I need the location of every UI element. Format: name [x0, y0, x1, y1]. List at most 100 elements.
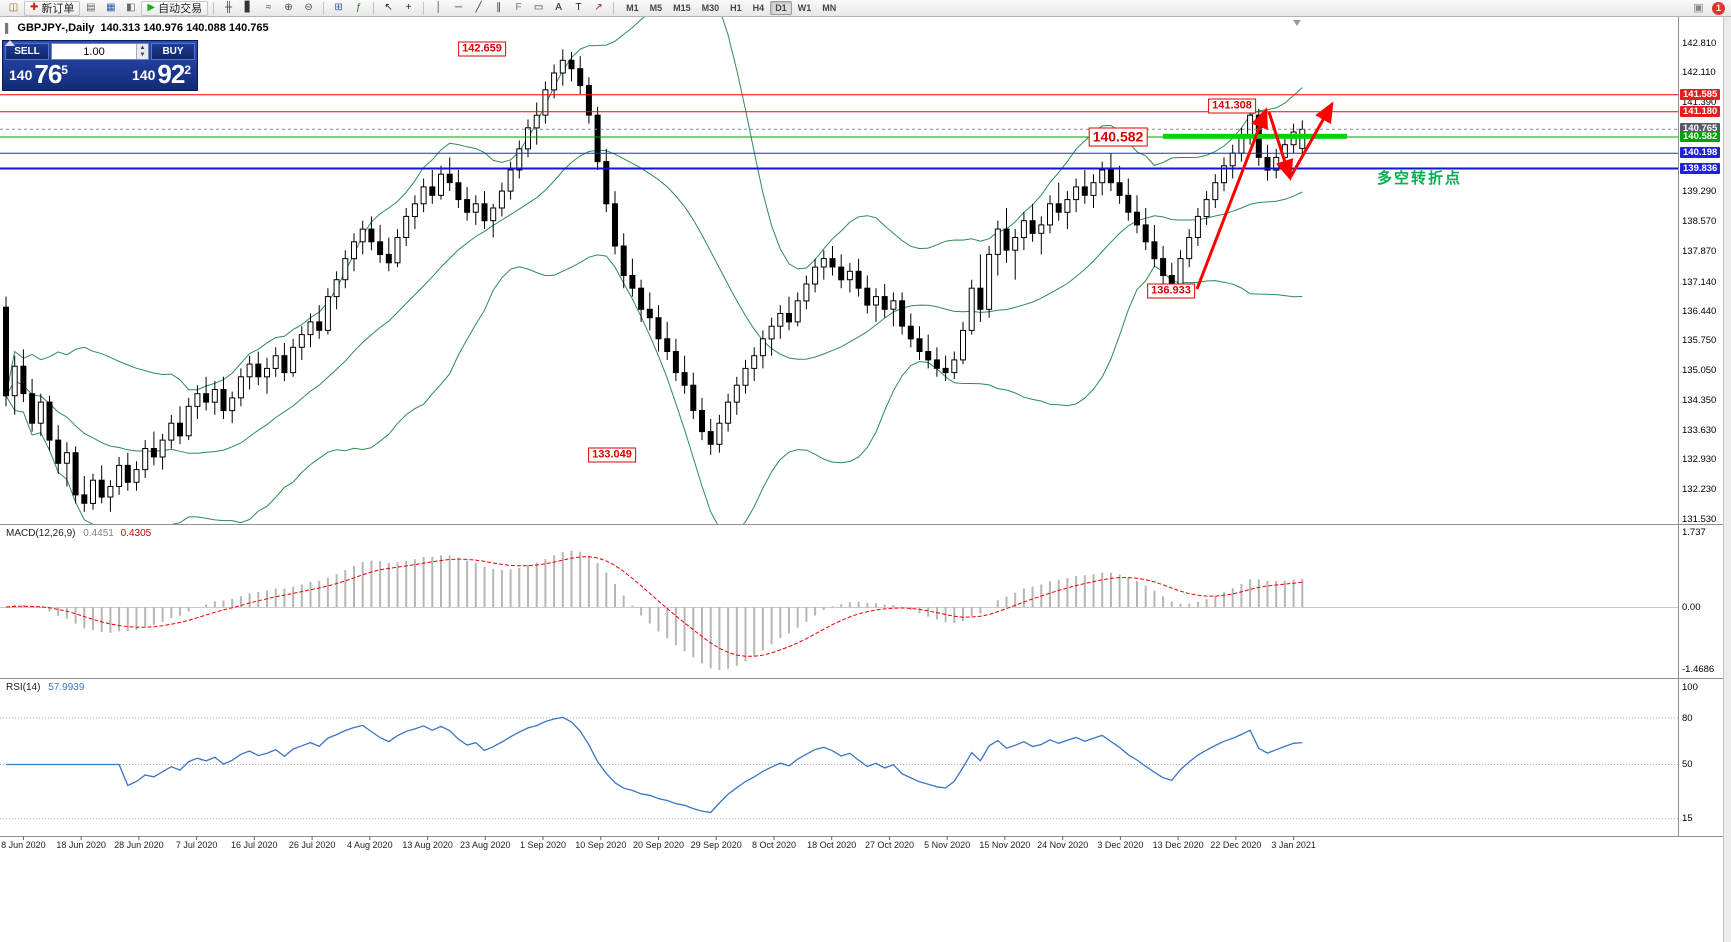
new-chart-icon[interactable]: ◫: [4, 1, 23, 16]
arrows-icon-glyph: ↗: [594, 2, 603, 13]
price-axis-boxed-label: 140.198: [1680, 147, 1721, 159]
volume-stepper[interactable]: ▲ ▼: [51, 43, 149, 60]
trendline-icon[interactable]: ╱: [469, 1, 488, 16]
candle: [707, 431, 714, 445]
timeframe-h1-button[interactable]: H1: [730, 3, 742, 13]
candle: [742, 367, 749, 386]
volume-input[interactable]: [52, 44, 136, 59]
candlestick-icon[interactable]: ▋: [239, 1, 258, 16]
line-chart-icon[interactable]: ≈: [259, 1, 278, 16]
price-axis-label: 136.440: [1682, 306, 1717, 318]
zoom-in-icon[interactable]: ⊕: [279, 1, 298, 16]
channel-icon-glyph: ∥: [496, 2, 502, 13]
candle: [1020, 220, 1027, 239]
price-axis-label: 141.390: [1682, 97, 1717, 109]
navigator-icon[interactable]: ◧: [121, 1, 140, 16]
chart-profiles-icon[interactable]: ▤: [81, 1, 100, 16]
buy-price[interactable]: 140 92 2: [132, 59, 191, 89]
candle: [1203, 199, 1210, 218]
label-icon-glyph: T: [575, 2, 582, 13]
zoom-out-icon-glyph: ⊖: [304, 2, 313, 13]
buy-price-pips: 92: [157, 59, 185, 89]
buy-button[interactable]: BUY: [151, 43, 195, 60]
toolbar-separator: [613, 1, 615, 15]
candle: [507, 169, 514, 192]
new-order-button[interactable]: ✚ 新订单: [24, 0, 81, 16]
notification-badge[interactable]: 1: [1712, 1, 1725, 15]
candle: [1134, 211, 1140, 226]
tile-windows-icon[interactable]: ⊞: [329, 1, 348, 16]
shapes-icon[interactable]: ▭: [529, 1, 548, 16]
label-icon[interactable]: T: [569, 1, 588, 16]
price-axis-label: 139.290: [1682, 186, 1717, 197]
timeframe-m5-button[interactable]: M5: [649, 3, 663, 13]
market-watch-icon[interactable]: ▦: [101, 1, 120, 16]
candle: [351, 241, 357, 260]
candle: [977, 287, 984, 310]
auto-trading-button[interactable]: ▶ 自动交易: [141, 0, 209, 16]
timeframe-m1-button[interactable]: M1: [626, 3, 639, 13]
candle: [525, 127, 531, 150]
candle: [229, 397, 236, 412]
channel-icon[interactable]: ∥: [489, 1, 508, 16]
macd-main-value: 0.4451: [83, 528, 114, 539]
candle: [612, 203, 618, 247]
candle: [133, 469, 140, 483]
candle: [281, 355, 288, 374]
candles-layer: [3, 49, 1306, 512]
indicators-icon[interactable]: ƒ: [349, 1, 368, 16]
candle: [1264, 156, 1271, 171]
rsi-indicator-label: RSI(14) 57.9939: [6, 682, 84, 693]
macd-signal-line: [5, 556, 1303, 657]
zoom-out-icon[interactable]: ⊖: [299, 1, 318, 16]
timeframe-w1-button[interactable]: W1: [797, 3, 812, 13]
candle: [438, 173, 444, 196]
timeframe-mn-button[interactable]: MN: [822, 3, 837, 13]
price-axis-label: 131.530: [1682, 513, 1717, 525]
candle: [516, 148, 523, 171]
rsi-axis-label: 50: [1682, 759, 1693, 770]
date-axis-label: 7 Jul 2020: [175, 840, 218, 850]
price-flag-label: 133.049: [588, 447, 636, 463]
fibonacci-icon-glyph: F: [515, 2, 522, 13]
candle: [159, 439, 166, 458]
trend-arrow: [1195, 107, 1268, 290]
sell-button[interactable]: SELL: [5, 43, 49, 60]
candle: [481, 203, 488, 222]
timeframe-d1-button[interactable]: D1: [770, 1, 792, 15]
candle: [620, 245, 627, 276]
candle: [324, 296, 331, 331]
date-axis-label: 3 Jan 2021: [1271, 840, 1316, 850]
timeframe-h4-button[interactable]: H4: [752, 3, 765, 13]
date-axis-label: 1 Sep 2020: [519, 840, 567, 850]
cursor-icon[interactable]: ↖: [379, 1, 398, 16]
right-scrollbar-strip[interactable]: [1723, 17, 1731, 942]
panel-collapse-arrow[interactable]: [5, 40, 15, 46]
alerts-icon[interactable]: ▣: [1693, 1, 1704, 14]
candle: [951, 359, 958, 374]
candle: [812, 266, 819, 285]
candle: [142, 448, 149, 471]
timeframe-m30-button[interactable]: M30: [701, 3, 720, 13]
arrows-icon[interactable]: ↗: [589, 1, 608, 16]
bar-chart-icon[interactable]: ╫: [219, 1, 238, 16]
candle: [359, 228, 366, 243]
fibonacci-icon[interactable]: F: [509, 1, 528, 16]
candle: [986, 253, 993, 310]
crosshair-icon[interactable]: +: [399, 1, 418, 16]
timeframe-m15-button[interactable]: M15: [673, 3, 691, 13]
text-icon[interactable]: A: [549, 1, 568, 16]
candle: [298, 334, 305, 348]
navigator-icon-glyph: ◧: [126, 2, 136, 13]
date-axis-label: 27 Oct 2020: [864, 840, 915, 850]
horizontal-line-icon[interactable]: ─: [449, 1, 468, 16]
vertical-line-icon[interactable]: │: [429, 1, 448, 16]
volume-increase-arrow[interactable]: ▲: [137, 44, 148, 52]
candle: [899, 300, 906, 327]
sell-price[interactable]: 140 76 5: [9, 61, 68, 87]
toolbar-separator: [423, 1, 425, 15]
volume-decrease-arrow[interactable]: ▼: [137, 51, 148, 59]
candle: [464, 199, 471, 213]
macd-indicator-label: MACD(12,26,9) 0.4451 0.4305: [6, 528, 151, 539]
